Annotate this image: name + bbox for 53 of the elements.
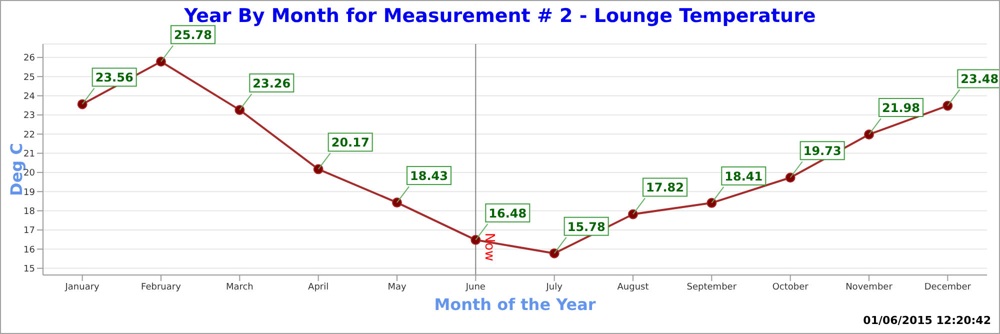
- y-tick-label: 15: [24, 264, 35, 274]
- x-tick-label: March: [226, 282, 254, 292]
- point: [77, 99, 88, 110]
- data-label: 20.17: [331, 136, 370, 150]
- x-tick-label: February: [141, 282, 182, 292]
- y-tick-label: 21: [24, 149, 35, 160]
- point: [549, 248, 560, 258]
- y-tick-label: 18: [24, 206, 36, 217]
- x-tick-label: July: [545, 282, 564, 292]
- x-tick-label: June: [464, 282, 486, 292]
- data-label: 23.26: [252, 76, 291, 90]
- y-tick-label: 25: [24, 72, 35, 83]
- data-label: 15.78: [567, 220, 606, 234]
- y-tick-label: 22: [24, 130, 35, 140]
- x-tick-label: December: [924, 282, 972, 292]
- x-tick-label: April: [308, 282, 329, 292]
- data-label: 23.48: [960, 72, 999, 86]
- point: [392, 198, 402, 208]
- y-tick-label: 16: [24, 245, 36, 256]
- point: [706, 198, 717, 208]
- data-label: 19.73: [803, 144, 842, 158]
- data-label: 18.43: [410, 169, 448, 184]
- x-tick-label: November: [846, 282, 893, 292]
- x-tick-label: September: [686, 282, 737, 292]
- point: [942, 100, 953, 111]
- x-tick-label: August: [617, 282, 650, 292]
- x-axis-title: Month of the Year: [433, 295, 597, 314]
- point: [628, 209, 638, 220]
- data-label: 18.41: [724, 169, 763, 184]
- text: 01/06/2015 12:20:42: [863, 314, 991, 327]
- y-tick-label: 17: [24, 226, 35, 236]
- y-tick-label: 23: [24, 111, 35, 122]
- x-tick-label: October: [772, 282, 809, 292]
- y-tick-label: 24: [24, 92, 36, 102]
- point: [156, 56, 166, 67]
- point: [234, 104, 245, 115]
- y-axis-title: Deg C: [6, 142, 26, 196]
- y-tick-label: 20: [24, 168, 36, 179]
- data-label: 21.98: [882, 100, 920, 115]
- x-tick-label: May: [388, 282, 407, 292]
- x-tick-label: January: [64, 282, 100, 292]
- data-label: 16.48: [488, 206, 527, 220]
- data-label: 25.78: [174, 28, 212, 42]
- point: [864, 129, 874, 140]
- point: [470, 234, 481, 245]
- point: [313, 164, 324, 174]
- chart-title: Year By Month for Measurement # 2 - Lounge Temperature: [183, 5, 817, 27]
- y-tick-label: 26: [24, 54, 36, 64]
- ref-line-label: Now: [482, 232, 497, 262]
- data-label: 17.82: [646, 180, 684, 195]
- data-label: 23.56: [95, 70, 134, 85]
- point: [785, 172, 796, 183]
- y-tick-label: 19: [24, 188, 36, 198]
